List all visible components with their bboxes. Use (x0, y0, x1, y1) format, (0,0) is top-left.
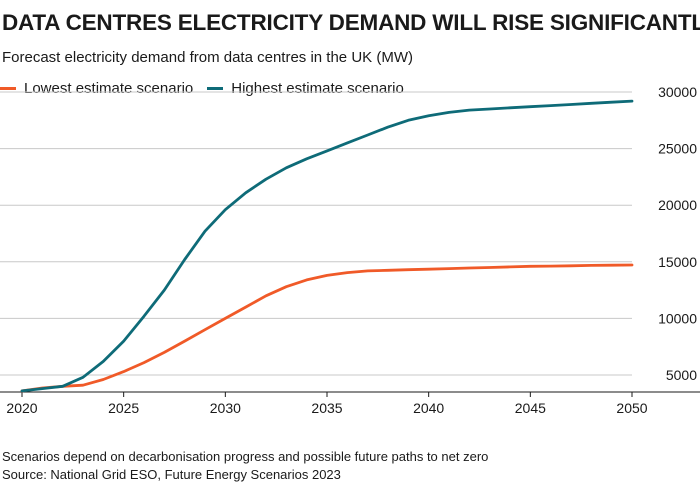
y-tick-label-25000: 25000 (658, 141, 697, 157)
x-tick-label-2030: 2030 (210, 400, 241, 416)
y-tick-label-30000: 30000 (658, 84, 697, 100)
y-tick-label-5000: 5000 (666, 367, 697, 383)
chart-title: DATA CENTRES ELECTRICITY DEMAND WILL RIS… (2, 10, 700, 35)
legend: Lowest estimate scenario Highest estimat… (0, 80, 418, 97)
legend-label-lowest: Lowest estimate scenario (24, 80, 194, 97)
series-line-highest (20, 99, 634, 393)
x-tick-label-2020: 2020 (6, 400, 37, 416)
legend-swatch-lowest (0, 87, 16, 90)
legend-swatch-highest (207, 87, 224, 90)
legend-item-lowest: Lowest estimate scenario (0, 80, 193, 97)
chart-subtitle: Forecast electricity demand from data ce… (2, 49, 413, 66)
chart-source: Source: National Grid ESO, Future Energy… (2, 467, 341, 482)
y-tick-label-20000: 20000 (658, 197, 697, 213)
y-tick-label-15000: 15000 (658, 254, 697, 270)
x-tick-label-2040: 2040 (413, 400, 444, 416)
series-line-lowest (20, 263, 634, 393)
legend-label-highest: Highest estimate scenario (231, 80, 404, 97)
y-tick-label-10000: 10000 (658, 310, 697, 326)
legend-item-highest: Highest estimate scenario (207, 80, 404, 97)
chart-footnote: Scenarios depend on decarbonisation prog… (2, 449, 489, 464)
x-tick-label-2035: 2035 (311, 400, 342, 416)
x-tick-label-2025: 2025 (108, 400, 139, 416)
x-tick-label-2045: 2045 (515, 400, 546, 416)
x-tick-label-2050: 2050 (616, 400, 647, 416)
